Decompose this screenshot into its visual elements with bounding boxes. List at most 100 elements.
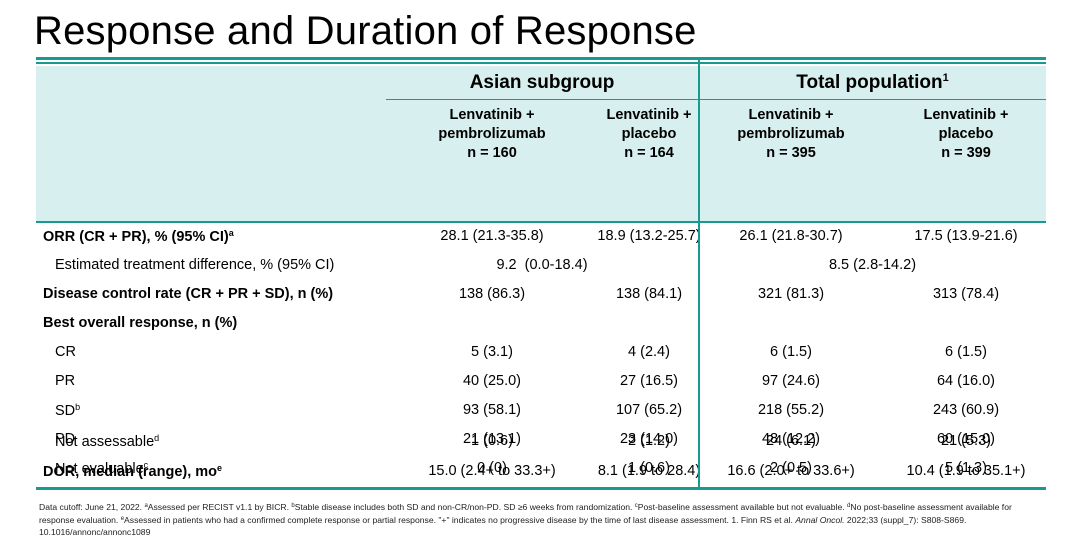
table-row-dcr: Disease control rate (CR + PR + SD), n (… xyxy=(36,281,1046,310)
row-label-sup: e xyxy=(217,463,223,473)
table-cell: 28.1 (21.3-35.8) xyxy=(440,228,544,244)
col-header-line: placebo xyxy=(621,126,677,142)
table-cell-span: 9.2 (0.0-18.4) xyxy=(496,257,588,273)
row-label: Best overall response, n (%) xyxy=(43,315,238,331)
row-label: ORR (CR + PR), % (95% CI)a xyxy=(43,228,234,245)
table-row-orr: ORR (CR + PR), % (95% CI)a 28.1 (21.3-35… xyxy=(36,223,1046,252)
row-label: Disease control rate (CR + PR + SD), n (… xyxy=(43,286,334,302)
table-cell: 8.1 (1.9 to 28.4) xyxy=(597,463,701,479)
table-bottom-rule xyxy=(36,487,1046,490)
row-label-sup: d xyxy=(154,433,160,443)
table-cell: 16.6 (2.0+ to 33.6+) xyxy=(727,463,855,479)
table-header-band xyxy=(36,66,1046,221)
col-header-line: pembrolizumab xyxy=(438,126,546,142)
header-bottom-rule xyxy=(36,221,1046,223)
table-cell: 26.1 (21.8-30.7) xyxy=(739,228,843,244)
table-cell: 10.4 (1.9 to 35.1+) xyxy=(906,463,1026,479)
row-label: PD xyxy=(55,431,76,447)
table-row-not-assessable: Not assessabled 1 (0.6) 2 (1.2) 24 (6.1)… xyxy=(36,428,1046,457)
row-label-text: Not evaluable xyxy=(55,461,144,477)
total-population-label: Total population xyxy=(796,72,943,93)
table-cell: 0 (0) xyxy=(477,460,507,476)
footnote-marker: e xyxy=(120,516,125,522)
asian-group-rule xyxy=(386,99,698,100)
footnote-text: No post-baseline assessment available fo… xyxy=(39,502,1012,525)
table-cell: 15.0 (2.4+ to 33.3+) xyxy=(428,463,556,479)
footnote-text: Assessed in patients who had a confirmed… xyxy=(124,515,796,525)
total-group-rule xyxy=(699,99,1046,100)
footnote-marker: b xyxy=(291,503,295,509)
table-cell: 243 (60.9) xyxy=(932,402,1000,418)
table-cell: 23 (14.0) xyxy=(619,431,679,447)
asian-subgroup-header: Asian subgroup xyxy=(386,72,698,94)
table-cell: 40 (25.0) xyxy=(462,373,522,389)
row-label-text: SD xyxy=(55,403,76,419)
footnote-text: Data cutoff: June 21, 2022. xyxy=(39,502,145,512)
table-cell: 18.9 (13.2-25.7) xyxy=(597,228,701,244)
row-label: DOR, median (range), moe xyxy=(43,463,222,480)
group-divider-extended xyxy=(698,57,700,487)
footnote-text: 2022;33 (suppl_7): S808-S869. 10.1016/an… xyxy=(39,515,967,537)
row-label: Not evaluablec xyxy=(55,460,148,477)
footnote: Data cutoff: June 21, 2022. aAssessed pe… xyxy=(39,500,1049,538)
table-row-not-evaluable: Not evaluablec 0 (0) 1 (0.6) 2 (0.5) 5 (… xyxy=(36,455,1046,485)
col-header-total-placebo: Lenvatinib + placebo n = 399 xyxy=(886,106,1046,163)
table-cell: 107 (65.2) xyxy=(615,402,683,418)
col-header-n: n = 399 xyxy=(941,145,991,161)
table-cell: 313 (78.4) xyxy=(932,286,1000,302)
col-header-total-pembrolizumab: Lenvatinib + pembrolizumab n = 395 xyxy=(711,106,871,163)
col-header-line: pembrolizumab xyxy=(737,126,845,142)
footnote-marker: d xyxy=(847,503,851,509)
table-cell: 5 (1.3) xyxy=(945,460,987,476)
table-cell: 321 (81.3) xyxy=(757,286,825,302)
row-label-sup: c xyxy=(143,460,149,470)
table-cell: 1 (0.6) xyxy=(628,460,670,476)
total-population-ref: 1 xyxy=(942,72,949,84)
table-row-cr: CR 5 (3.1) 4 (2.4) 6 (1.5) 6 (1.5) xyxy=(36,339,1046,368)
col-header-line: Lenvatinib + xyxy=(923,107,1009,123)
footnote-journal: Annal Oncol. xyxy=(795,515,845,525)
row-label: SDb xyxy=(55,402,80,419)
row-label-text: ORR (CR + PR), % (95% CI) xyxy=(43,229,229,245)
footnote-text: Assessed per RECIST v1.1 by BICR. xyxy=(147,502,292,512)
col-header-line: Lenvatinib + xyxy=(449,107,535,123)
row-label-sup: a xyxy=(228,228,234,238)
col-header-line: placebo xyxy=(938,126,994,142)
table-row-pd: PD 21 (13.1) 23 (14.0) 48 (12.2) 60 (15.… xyxy=(36,426,1046,455)
table-row-best-overall-response: Best overall response, n (%) xyxy=(36,310,1046,339)
col-header-n: n = 395 xyxy=(766,145,816,161)
row-label: Estimated treatment difference, % (95% C… xyxy=(55,257,335,273)
table-cell: 6 (1.5) xyxy=(945,344,987,360)
col-header-n: n = 160 xyxy=(467,145,517,161)
table-cell: 138 (84.1) xyxy=(615,286,683,302)
table-cell: 27 (16.5) xyxy=(619,373,679,389)
table-row-dor: DOR, median (range), moe 15.0 (2.4+ to 3… xyxy=(36,458,1046,487)
table-cell: 138 (86.3) xyxy=(458,286,526,302)
table-cell: 21 (13.1) xyxy=(462,431,522,447)
table-top-rule xyxy=(36,57,1046,60)
table-cell: 17.5 (13.9-21.6) xyxy=(914,228,1018,244)
table-row-treatment-difference: Estimated treatment difference, % (95% C… xyxy=(36,252,1046,281)
col-header-asian-placebo: Lenvatinib + placebo n = 164 xyxy=(569,106,729,163)
row-label: PR xyxy=(55,373,76,389)
table-cell: 218 (55.2) xyxy=(757,402,825,418)
table-cell: 1 (0.6) xyxy=(471,433,513,449)
page-title: Response and Duration of Response xyxy=(34,9,697,53)
table-cell: 5 (3.1) xyxy=(471,344,513,360)
col-header-n: n = 164 xyxy=(624,145,674,161)
table-cell: 4 (2.4) xyxy=(628,344,670,360)
table-cell: 60 (15.0) xyxy=(936,431,996,447)
table-cell: 2 (0.5) xyxy=(770,460,812,476)
table-cell: 93 (58.1) xyxy=(462,402,522,418)
table-cell: 6 (1.5) xyxy=(770,344,812,360)
table-cell: 48 (12.2) xyxy=(761,431,821,447)
table-cell: 97 (24.6) xyxy=(761,373,821,389)
footnote-text: Post-baseline assessment available but n… xyxy=(637,502,848,512)
row-label: Not assessabled xyxy=(55,433,159,450)
table-row-sd: SDb 93 (58.1) 107 (65.2) 218 (55.2) 243 … xyxy=(36,397,1046,426)
footnote-marker: c xyxy=(634,503,638,509)
response-table: Asian subgroup Total population1 Lenvati… xyxy=(36,57,1046,491)
row-label: CR xyxy=(55,344,76,360)
col-header-asian-pembrolizumab: Lenvatinib + pembrolizumab n = 160 xyxy=(412,106,572,163)
total-population-header: Total population1 xyxy=(699,72,1046,94)
